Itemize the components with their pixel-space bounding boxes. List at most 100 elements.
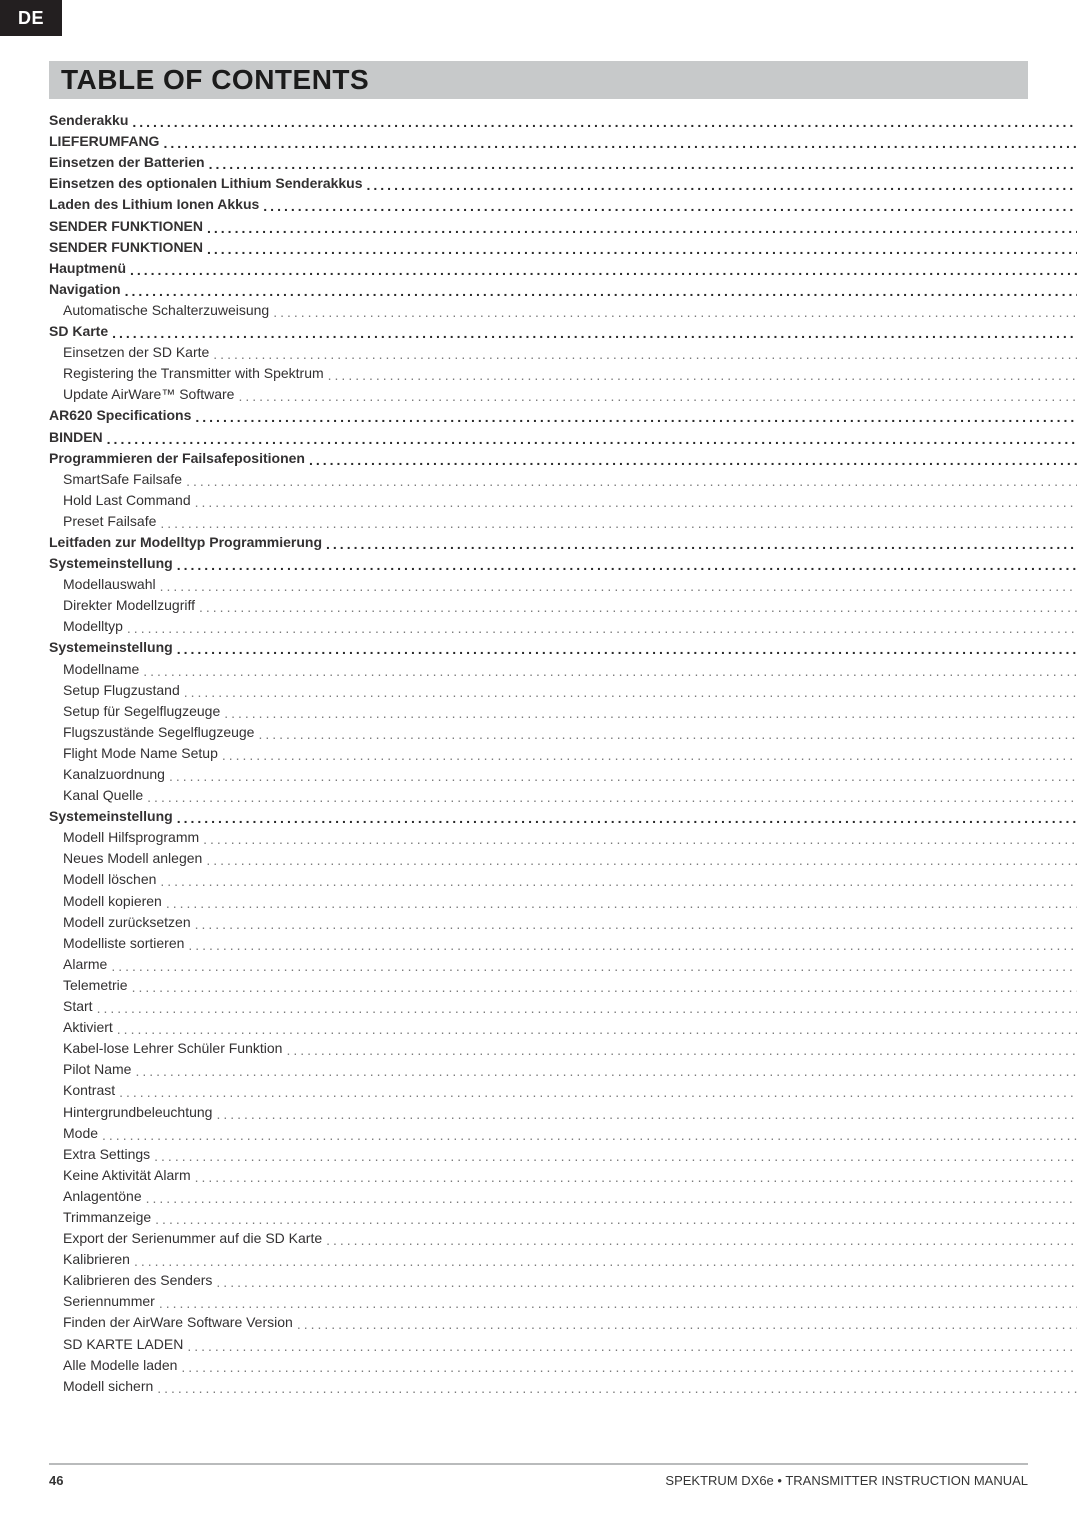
toc-entry-label: Preset Failsafe xyxy=(49,514,156,528)
toc-leader-dots: ........................................… xyxy=(173,642,1077,656)
toc-entry: Modell löschen..........................… xyxy=(49,865,1077,886)
toc-entry: SENDER FUNKTIONEN.......................… xyxy=(49,211,1077,232)
toc-entry: Start...................................… xyxy=(49,992,1077,1013)
toc-entry-label: Setup Flugzustand xyxy=(49,683,180,697)
toc-entry-label: Modell kopieren xyxy=(49,894,162,908)
toc-entry-label: Hauptmenü xyxy=(49,261,126,275)
toc-entry-label: Einsetzen der Batterien xyxy=(49,155,205,169)
toc-entry-label: Kontrast xyxy=(49,1083,115,1097)
toc-leader-dots: ........................................… xyxy=(212,1107,1077,1121)
footer-manual-title: SPEKTRUM DX6e • TRANSMITTER INSTRUCTION … xyxy=(665,1473,1028,1488)
toc-leader-dots: ........................................… xyxy=(173,558,1077,572)
toc-entry-label: Systemeinstellung xyxy=(49,556,173,570)
toc-leader-dots: ........................................… xyxy=(363,178,1077,192)
toc-leader-dots: ........................................… xyxy=(220,706,1077,720)
toc-entry: Modellauswahl...........................… xyxy=(49,570,1077,591)
toc-entry: Kalibrieren.............................… xyxy=(49,1245,1077,1266)
toc-leader-dots: ........................................… xyxy=(126,263,1077,277)
toc-entry: Alarme..................................… xyxy=(49,950,1077,971)
toc-entry: Kalibrieren des Senders.................… xyxy=(49,1266,1077,1287)
toc-leader-dots: ........................................… xyxy=(218,748,1077,762)
toc-leader-dots: ........................................… xyxy=(108,326,1077,340)
toc-entry-label: Programmieren der Failsafepositionen xyxy=(49,451,305,465)
toc-leader-dots: ........................................… xyxy=(156,579,1077,593)
toc-leader-dots: ........................................… xyxy=(203,242,1077,256)
toc-entry: Export der Serienummer auf die SD Karte.… xyxy=(49,1224,1077,1245)
toc-entry-label: Einsetzen der SD Karte xyxy=(49,345,209,359)
toc-entry-label: Leitfaden zur Modelltyp Programmierung xyxy=(49,535,322,549)
toc-entry-label: Telemetrie xyxy=(49,978,128,992)
toc-entry-label: Aktiviert xyxy=(49,1020,113,1034)
toc-leader-dots: ........................................… xyxy=(234,389,1077,403)
toc-columns: Senderakku..............................… xyxy=(49,106,1028,1393)
toc-entry-label: Systemeinstellung xyxy=(49,640,173,654)
toc-leader-dots: ........................................… xyxy=(153,1381,1077,1395)
toc-leader-dots: ........................................… xyxy=(191,917,1077,931)
toc-entry-label: Kalibrieren xyxy=(49,1252,130,1266)
toc-entry-label: SD KARTE LADEN xyxy=(49,1337,183,1351)
toc-entry-label: Modelliste sortieren xyxy=(49,936,184,950)
toc-entry: Kabel-lose Lehrer Schüler Funktion......… xyxy=(49,1034,1077,1055)
toc-entry-label: Seriennummer xyxy=(49,1294,155,1308)
toc-leader-dots: ........................................… xyxy=(139,664,1077,678)
toc-leader-dots: ........................................… xyxy=(103,432,1077,446)
toc-leader-dots: ........................................… xyxy=(128,980,1077,994)
toc-entry-label: Trimmanzeige xyxy=(49,1210,151,1224)
toc-leader-dots: ........................................… xyxy=(182,474,1077,488)
toc-leader-dots: ........................................… xyxy=(142,1191,1077,1205)
toc-entry-label: Navigation xyxy=(49,282,121,296)
toc-entry-label: Neues Modell anlegen xyxy=(49,851,202,865)
toc-entry-label: Registering the Transmitter with Spektru… xyxy=(49,366,324,380)
toc-entry: Einsetzen des optionalen Lithium Sendera… xyxy=(49,169,1077,190)
toc-entry-label: Kanalzuordnung xyxy=(49,767,165,781)
toc-entry-label: SmartSafe Failsafe xyxy=(49,472,182,486)
toc-entry-label: Flight Mode Name Setup xyxy=(49,746,218,760)
toc-entry-label: BINDEN xyxy=(49,430,103,444)
toc-entry-label: Einsetzen des optionalen Lithium Sendera… xyxy=(49,176,363,190)
toc-entry-label: Kalibrieren des Senders xyxy=(49,1273,212,1287)
toc-entry: Anlagentöne.............................… xyxy=(49,1182,1077,1203)
toc-leader-dots: ........................................… xyxy=(202,853,1077,867)
toc-entry: Senderakku..............................… xyxy=(49,106,1077,127)
toc-leader-dots: ........................................… xyxy=(177,1360,1077,1374)
toc-entry: Setup für Segelflugzeuge................… xyxy=(49,697,1077,718)
toc-entry: Keine Aktivität Alarm...................… xyxy=(49,1161,1077,1182)
toc-leader-dots: ........................................… xyxy=(254,727,1077,741)
toc-entry-label: Senderakku xyxy=(49,113,128,127)
toc-entry: Automatische Schalterzuweisung..........… xyxy=(49,296,1077,317)
toc-entry: BINDEN..................................… xyxy=(49,422,1077,443)
toc-entry: Kanal Quelle............................… xyxy=(49,781,1077,802)
toc-entry: Trimmanzeige............................… xyxy=(49,1203,1077,1224)
toc-leader-dots: ........................................… xyxy=(159,136,1077,150)
toc-leader-dots: ........................................… xyxy=(93,1001,1077,1015)
toc-leader-dots: ........................................… xyxy=(98,1128,1077,1142)
toc-leader-dots: ........................................… xyxy=(156,874,1077,888)
toc-entry: Modell kopieren.........................… xyxy=(49,886,1077,907)
toc-leader-dots: ........................................… xyxy=(107,959,1077,973)
toc-leader-dots: ........................................… xyxy=(259,199,1077,213)
toc-leader-dots: ........................................… xyxy=(191,495,1077,509)
toc-entry: Navigation..............................… xyxy=(49,275,1077,296)
toc-leader-dots: ........................................… xyxy=(123,621,1077,635)
toc-leader-dots: ........................................… xyxy=(322,537,1077,551)
toc-entry: Hintergrundbeleuchtung..................… xyxy=(49,1097,1077,1118)
toc-entry: Update AirWare™ Software................… xyxy=(49,380,1077,401)
toc-entry-label: SD Karte xyxy=(49,324,108,338)
toc-entry-label: Mode xyxy=(49,1126,98,1140)
toc-leader-dots: ........................................… xyxy=(212,1275,1077,1289)
toc-leader-dots: ........................................… xyxy=(131,1064,1077,1078)
toc-entry-label: Systemeinstellung xyxy=(49,809,173,823)
language-badge: DE xyxy=(0,0,62,36)
toc-entry: LIEFERUMFANG............................… xyxy=(49,127,1077,148)
toc-entry-label: Export der Serienummer auf die SD Karte xyxy=(49,1231,322,1245)
toc-entry-label: SENDER FUNKTIONEN xyxy=(49,240,203,254)
toc-entry: Preset Failsafe.........................… xyxy=(49,507,1077,528)
toc-leader-dots: ........................................… xyxy=(128,115,1077,129)
toc-entry: Flugszustände Segelflugzeuge............… xyxy=(49,718,1077,739)
toc-entry-label: Setup für Segelflugzeuge xyxy=(49,704,220,718)
toc-entry: SmartSafe Failsafe......................… xyxy=(49,465,1077,486)
toc-entry-label: SENDER FUNKTIONEN xyxy=(49,219,203,233)
toc-entry: Leitfaden zur Modelltyp Programmierung..… xyxy=(49,528,1077,549)
toc-entry: Systemeinstellung.......................… xyxy=(49,633,1077,654)
toc-entry-label: Automatische Schalterzuweisung xyxy=(49,303,269,317)
